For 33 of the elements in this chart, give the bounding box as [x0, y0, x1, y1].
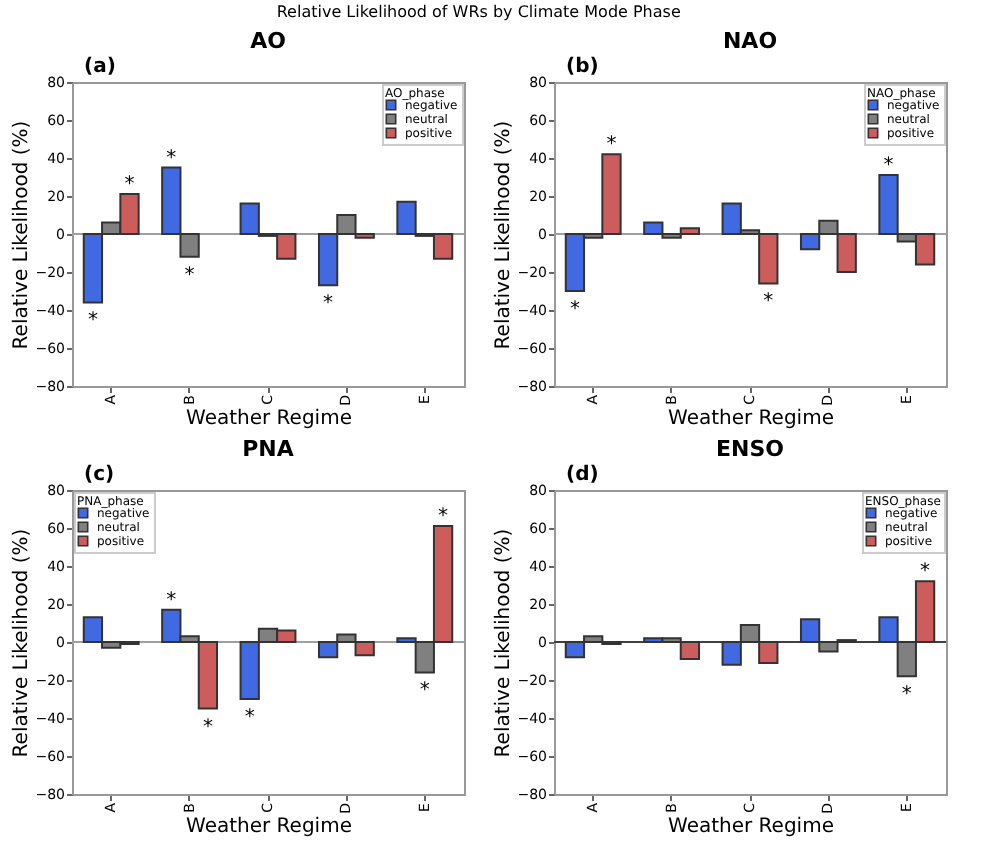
annotation: * [87, 310, 98, 333]
annotation: * [323, 293, 334, 316]
chart-title: PNA [242, 436, 295, 462]
annotation: * [920, 561, 931, 584]
annotation: * [166, 147, 177, 170]
annotation: * [244, 707, 255, 729]
text: (a) [84, 56, 116, 78]
annotation: * [419, 680, 430, 703]
annotation: * [883, 155, 894, 178]
annotation: * [901, 684, 912, 707]
chart-title: AO [250, 28, 286, 54]
y-axis-title: Relative Likelihood (%) [493, 120, 516, 350]
x-axis-title: Weather Regime [186, 815, 352, 838]
annotation: * [202, 716, 213, 739]
annotation: * [763, 291, 774, 314]
chart-title: ENSO [716, 436, 784, 462]
x-axis-title: Weather Regime [668, 815, 834, 838]
text: (b) [566, 56, 599, 78]
x-axis-title: Weather Regime [668, 407, 834, 430]
y-axis-title: Relative Likelihood (%) [11, 120, 34, 350]
text: Relative Likelihood of WRs by Climate Mode Phase [276, 3, 681, 21]
annotation: * [166, 589, 177, 612]
annotation: * [184, 264, 195, 287]
annotation: * [606, 134, 617, 157]
annotation: * [569, 299, 580, 321]
x-axis-title: Weather Regime [186, 407, 352, 430]
chart-title: NAO [722, 28, 778, 54]
annotation: * [124, 174, 135, 197]
text: (d) [566, 464, 599, 486]
annotation: * [438, 506, 449, 529]
text: (c) [84, 464, 115, 486]
y-axis-title: Relative Likelihood (%) [11, 528, 34, 758]
y-axis-title: Relative Likelihood (%) [493, 528, 516, 758]
